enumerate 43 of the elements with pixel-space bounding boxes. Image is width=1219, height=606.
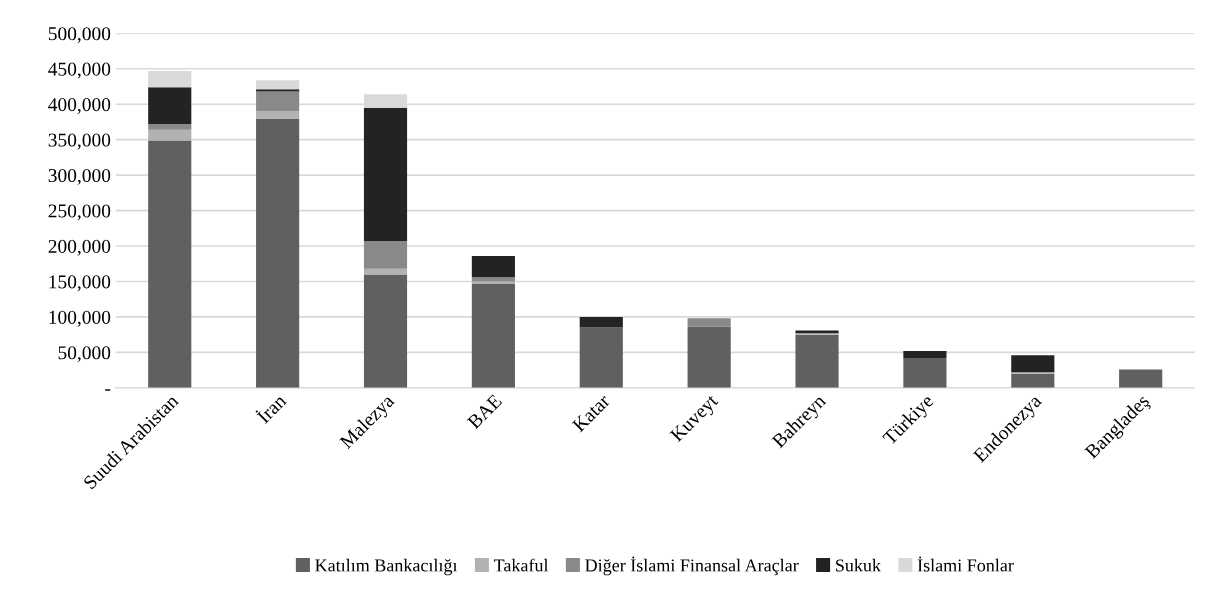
bar xyxy=(148,87,192,125)
y-tick-label: 300,000 xyxy=(48,168,111,185)
y-tick-label: 400,000 xyxy=(48,98,111,114)
y-tick-label: 450,000 xyxy=(48,62,111,79)
bar xyxy=(148,124,192,130)
bar xyxy=(903,350,947,359)
bar xyxy=(687,318,731,327)
bar xyxy=(363,107,408,242)
bar xyxy=(148,129,192,141)
bar xyxy=(256,89,300,92)
y-tick-label: 500,000 xyxy=(48,27,111,44)
bar xyxy=(471,255,515,278)
bar xyxy=(687,326,731,388)
bar xyxy=(471,283,515,388)
bar xyxy=(579,327,623,388)
bar xyxy=(256,111,300,120)
bar xyxy=(1119,369,1163,388)
bar xyxy=(148,140,192,388)
bar xyxy=(579,316,623,328)
bar xyxy=(256,91,300,112)
y-tick-label: 150,000 xyxy=(49,275,111,292)
legend-label: Takaful xyxy=(493,558,549,572)
legend-label: İslami Fonlar xyxy=(917,556,1014,572)
bar xyxy=(903,358,947,388)
bar xyxy=(256,119,300,388)
legend-label: Sukuk xyxy=(836,558,881,572)
bar xyxy=(795,334,839,388)
y-tick-label: 350,000 xyxy=(48,133,111,150)
y-tick-label: 50,000 xyxy=(58,346,111,363)
legend-label: Diğer İslami Finansal Araçlar xyxy=(585,556,799,576)
y-tick-label: 200,000 xyxy=(48,239,111,256)
y-tick-label: 100,000 xyxy=(49,310,111,327)
bar xyxy=(1011,355,1055,373)
bar xyxy=(471,277,515,282)
legend-label: Katılım Bankacılığı xyxy=(315,558,458,576)
bar xyxy=(1011,373,1055,388)
y-tick-label: 250,000 xyxy=(48,204,111,221)
bar xyxy=(256,80,300,90)
bar xyxy=(363,274,408,388)
y-tick-label: - xyxy=(105,389,111,391)
bar xyxy=(471,281,515,284)
bar xyxy=(363,241,408,269)
x-tick-label: İran xyxy=(254,391,288,425)
